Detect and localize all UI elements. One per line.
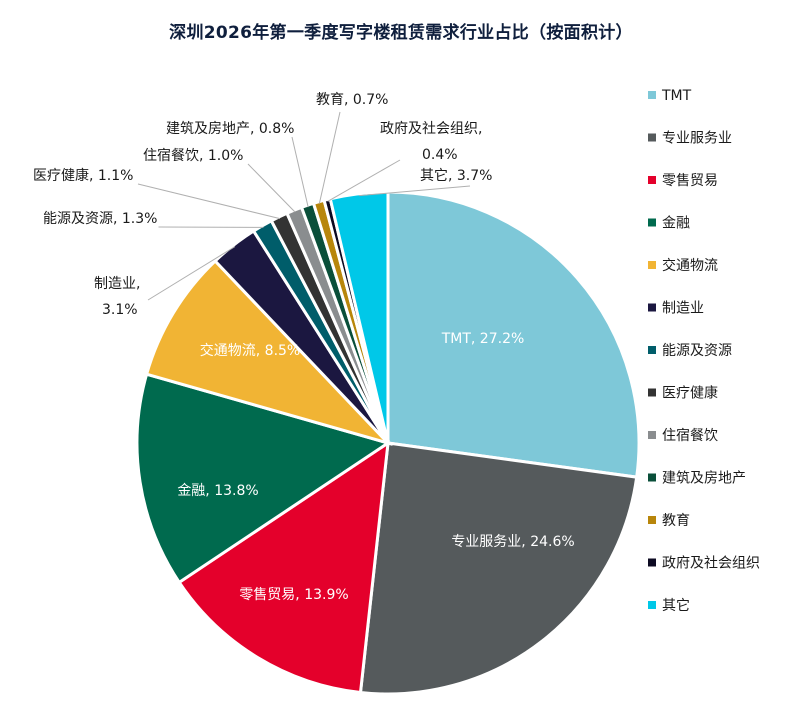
legend-swatch-0 — [648, 91, 656, 99]
legend-label-9: 建筑及房地产 — [662, 471, 746, 487]
data-label-3: 金融, 13.8% — [177, 483, 258, 499]
legend-label-8: 住宿餐饮 — [662, 427, 718, 444]
data-label-6: 能源及资源, 1.3% — [43, 211, 157, 227]
data-label-5: 制造业, — [94, 276, 140, 292]
chart-title: 深圳2026年第一季度写字楼租赁需求行业占比（按面积计） — [169, 23, 633, 43]
leader-line-7 — [137, 183, 281, 220]
legend-label-10: 教育 — [662, 513, 690, 529]
legend-label-5: 制造业 — [662, 301, 704, 317]
data-label-8: 住宿餐饮, 1.0% — [143, 147, 243, 164]
data-label-10: 教育, 0.7% — [316, 92, 388, 108]
leader-line-8 — [247, 163, 296, 213]
legend-swatch-10 — [648, 516, 656, 524]
data-label-9: 建筑及房地产, 0.8% — [166, 121, 294, 137]
legend-label-2: 零售贸易 — [662, 173, 718, 189]
leader-lines-layer — [137, 111, 471, 301]
data-label-11-line2: 0.4% — [422, 147, 458, 163]
leader-line-10 — [318, 111, 341, 204]
data-label-11: 政府及社会组织, — [380, 121, 482, 137]
data-label-1: 专业服务业, 24.6% — [451, 534, 574, 550]
data-label-5-line2: 3.1% — [102, 302, 138, 318]
legend-swatch-8 — [648, 431, 656, 439]
legend-swatch-1 — [648, 133, 656, 142]
pie-slice-1 — [358, 441, 639, 696]
legend-swatch-6 — [648, 346, 656, 354]
data-label-2: 零售贸易, 13.9% — [239, 587, 348, 603]
legend-swatch-7 — [648, 388, 656, 397]
data-labels-layer: TMT, 27.2% 专业服务业, 24.6% 零售贸易, 13.9% 金融, 13.… — [33, 92, 575, 603]
leader-line-9 — [291, 136, 309, 208]
pie-slice-12 — [328, 190, 390, 444]
pie-slice-2 — [177, 439, 390, 695]
leader-line-12 — [359, 185, 471, 197]
legend: TMT 专业服务业零售贸易金融交通物流制造业能源及资源医疗健康住宿餐饮建筑及房地产… — [648, 88, 760, 614]
legend-label-12: 其它 — [662, 597, 690, 614]
legend-swatch-2 — [648, 176, 656, 184]
legend-label-7: 医疗健康 — [662, 385, 718, 402]
data-label-0: TMT, 27.2% — [441, 331, 525, 347]
legend-swatch-11 — [648, 558, 656, 567]
data-label-12: 其它, 3.7% — [420, 167, 492, 184]
legend-label-11: 政府及社会组织 — [662, 556, 760, 572]
pie-slice-0 — [386, 190, 641, 479]
legend-label-1: 专业服务业 — [662, 131, 732, 147]
legend-swatch-3 — [648, 218, 656, 227]
pie-slice-4 — [144, 258, 393, 446]
slices-layer — [135, 190, 641, 696]
legend-swatch-5 — [648, 303, 656, 312]
data-label-7: 医疗健康, 1.1% — [33, 167, 133, 184]
legend-label-4: 交通物流 — [662, 257, 718, 274]
leader-line-5 — [147, 246, 236, 301]
legend-swatch-12 — [648, 601, 656, 609]
leader-line-11 — [327, 159, 401, 202]
legend-swatch-4 — [648, 261, 656, 269]
legend-swatch-9 — [648, 473, 656, 482]
legend-label-3: 金融 — [662, 216, 690, 232]
legend-label-0: TMT — [661, 88, 692, 104]
data-label-4: 交通物流, 8.5% — [200, 342, 300, 359]
legend-label-6: 能源及资源 — [662, 343, 732, 359]
